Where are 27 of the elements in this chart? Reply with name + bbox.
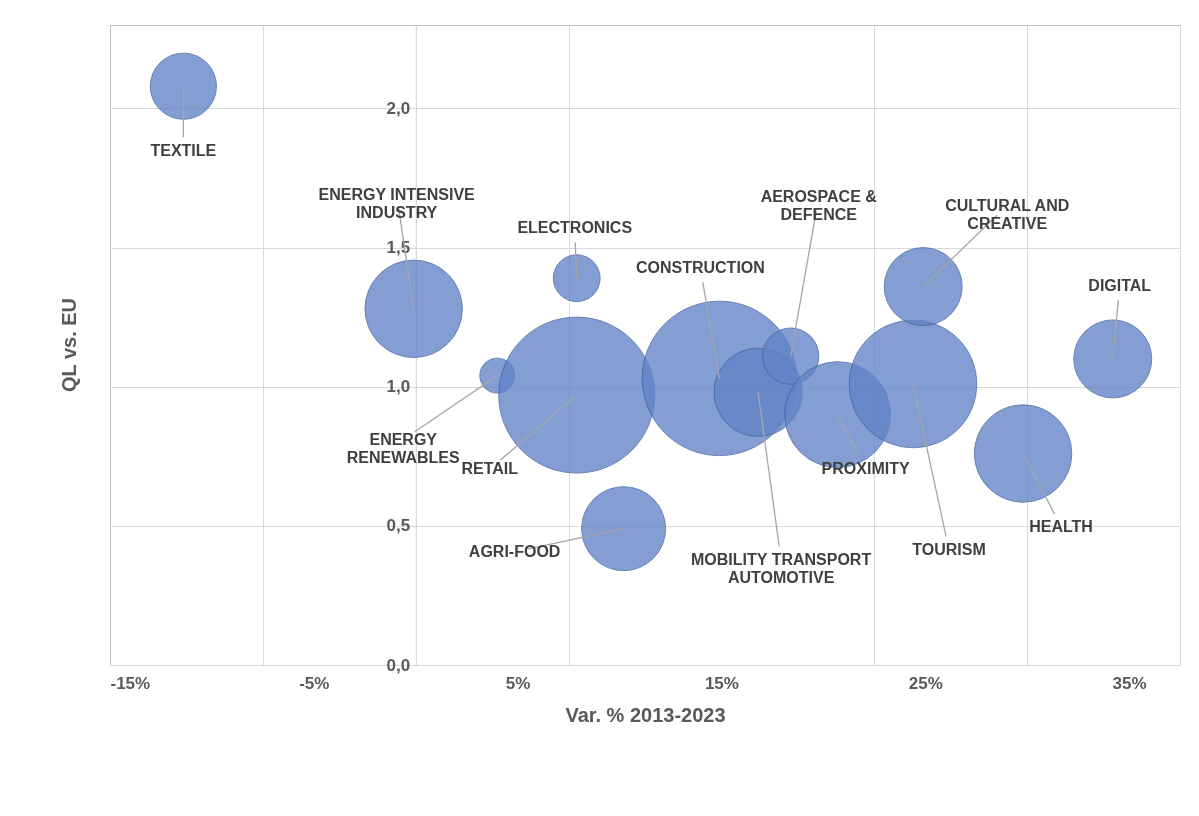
x-tick-label: 25% bbox=[908, 673, 943, 693]
y-axis-title: QL vs. EU bbox=[58, 297, 80, 393]
x-tick-label: 5% bbox=[505, 673, 531, 693]
text: ENERGY INTENSIVE INDUSTRY bbox=[318, 185, 476, 221]
series-label: ELECTRONICS bbox=[517, 219, 633, 237]
y-tick-label: 1,5 bbox=[386, 238, 411, 258]
text: AEROSPACE & DEFENCE bbox=[760, 188, 878, 224]
y-tick-label: 2,0 bbox=[386, 98, 411, 118]
text: ENERGY RENEWABLES bbox=[346, 430, 461, 466]
series-label: TEXTILE bbox=[150, 142, 217, 160]
y-tick-label: 0,0 bbox=[386, 655, 411, 675]
series-label: CULTURAL AND CREATIVE bbox=[945, 196, 1070, 232]
y-tick-label: 0,5 bbox=[386, 516, 411, 536]
x-tick-label: -15% bbox=[110, 673, 151, 693]
x-axis-title: Var. % 2013-2023 bbox=[565, 703, 726, 726]
series-label: HEALTH bbox=[1029, 517, 1093, 535]
text: TOURISM bbox=[912, 540, 986, 558]
y-tick-label: 1,0 bbox=[386, 377, 411, 397]
x-tick-label: 35% bbox=[1112, 673, 1147, 693]
series-label: PROXIMITY bbox=[821, 459, 910, 477]
x-tick-label: 15% bbox=[704, 673, 739, 693]
text: MOBILITY TRANSPORT AUTOMOTIVE bbox=[691, 551, 872, 587]
x-tick-label: -5% bbox=[299, 673, 330, 693]
series-label: DIGITAL bbox=[1088, 276, 1152, 294]
text: CONSTRUCTION bbox=[635, 259, 765, 277]
series-label: AGRI-FOOD bbox=[468, 542, 561, 560]
series-label: RETAIL bbox=[461, 460, 519, 478]
